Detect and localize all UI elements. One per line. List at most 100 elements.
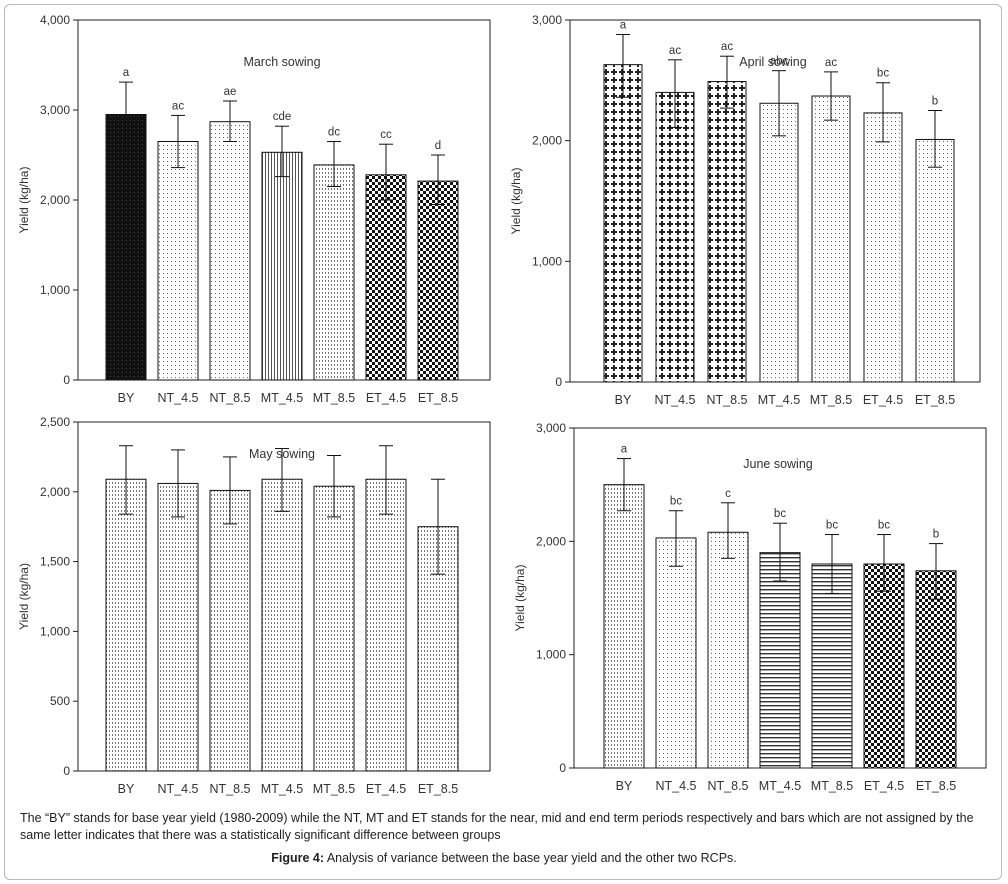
y-tick-label: 0: [559, 761, 566, 775]
significance-letter: cc: [380, 129, 392, 141]
x-tick-label: NT_4.5: [655, 393, 696, 407]
chart-title: March sowing: [243, 55, 320, 69]
caption-text: Analysis of variance between the base ye…: [324, 851, 737, 865]
x-tick-label: NT_8.5: [210, 391, 251, 405]
x-tick-label: NT_8.5: [707, 393, 748, 407]
bar: [915, 138, 955, 383]
y-tick-label: 3,000: [40, 103, 70, 117]
x-tick-label: MT_8.5: [810, 393, 852, 407]
bar: [915, 570, 957, 769]
bar: [863, 563, 905, 769]
y-tick-label: 3,000: [532, 13, 562, 27]
significance-letter: cde: [273, 111, 292, 123]
x-tick-label: BY: [118, 782, 135, 796]
x-tick-label: ET_8.5: [418, 391, 458, 405]
significance-letter: bc: [774, 508, 786, 520]
significance-letter: bc: [670, 496, 682, 508]
figure-frame: [4, 4, 1002, 880]
y-tick-label: 0: [555, 375, 562, 389]
bar: [365, 174, 407, 381]
y-tick-label: 0: [63, 764, 70, 778]
x-tick-label: NT_8.5: [210, 782, 251, 796]
x-tick-label: MT_4.5: [261, 391, 303, 405]
chart-april-sowing: 0 1,000 2,000 3,000 Yield (kg/ha) April sowin…: [509, 13, 981, 407]
significance-letter: a: [620, 19, 627, 31]
chart-title: April sowing: [739, 55, 806, 69]
bar: [603, 484, 645, 769]
x-tick-label: ET_8.5: [916, 779, 956, 793]
bar: [707, 531, 749, 769]
x-tick-label: MT_8.5: [313, 391, 355, 405]
y-axis-label: Yield (kg/ha): [513, 565, 527, 632]
caption-label: Figure 4:: [271, 851, 325, 865]
x-tick-label: NT_4.5: [656, 779, 697, 793]
x-tick-label: BY: [615, 393, 632, 407]
y-axis-label: Yield (kg/ha): [17, 167, 31, 234]
y-tick-label: 2,000: [40, 193, 70, 207]
y-tick-label: 4,000: [40, 13, 70, 27]
chart-title: June sowing: [743, 457, 813, 471]
chart-june-sowing: 0 1,000 2,000 3,000 Yield (kg/ha) June sowing…: [513, 421, 987, 793]
bar: [313, 164, 355, 381]
x-tick-label: MT_8.5: [811, 779, 853, 793]
x-tick-label: MT_4.5: [759, 779, 801, 793]
bar: [209, 121, 251, 381]
y-tick-label: 3,000: [536, 421, 566, 435]
significance-letter: b: [932, 96, 938, 108]
x-tick-label: ET_4.5: [864, 779, 904, 793]
x-tick-label: ET_4.5: [366, 782, 406, 796]
bar: [105, 478, 147, 772]
bar: [603, 64, 643, 383]
significance-letter: ac: [669, 45, 681, 57]
significance-letter: bc: [877, 68, 889, 80]
bar: [759, 102, 799, 383]
significance-letter: ac: [172, 100, 184, 112]
bar: [261, 151, 303, 381]
x-tick-label: NT_8.5: [708, 779, 749, 793]
y-axis-label: Yield (kg/ha): [509, 168, 523, 235]
y-tick-label: 2,500: [40, 415, 70, 429]
bar: [759, 552, 801, 769]
y-tick-label: 2,000: [40, 485, 70, 499]
bar: [157, 141, 199, 381]
x-tick-label: ET_8.5: [418, 782, 458, 796]
significance-letter: a: [123, 67, 130, 79]
bar: [811, 95, 851, 383]
significance-letter: a: [621, 444, 628, 456]
significance-letter: ac: [825, 57, 837, 69]
significance-letter: abc: [770, 56, 789, 68]
bar: [313, 485, 355, 772]
y-tick-label: 1,000: [40, 283, 70, 297]
y-tick-label: 1,500: [40, 555, 70, 569]
bar: [105, 114, 147, 381]
x-tick-label: ET_4.5: [366, 391, 406, 405]
x-tick-label: MT_8.5: [313, 782, 355, 796]
y-tick-label: 1,000: [532, 254, 562, 268]
y-tick-label: 1,000: [536, 648, 566, 662]
y-tick-label: 0: [63, 373, 70, 387]
y-tick-label: 2,000: [536, 534, 566, 548]
x-tick-label: NT_4.5: [158, 391, 199, 405]
bar: [209, 489, 251, 772]
bar: [157, 482, 199, 772]
bar: [261, 478, 303, 772]
significance-letter: ac: [721, 41, 733, 53]
bar: [655, 537, 697, 769]
x-tick-label: BY: [616, 779, 633, 793]
significance-letter: bc: [826, 520, 838, 532]
y-tick-label: 500: [50, 694, 70, 708]
x-tick-label: MT_4.5: [758, 393, 800, 407]
bar: [811, 563, 853, 769]
significance-letter: b: [933, 529, 939, 541]
chart-march-sowing: 0 1,000 2,000 3,000 4,000 Yield (kg/ha) March …: [17, 13, 491, 405]
x-tick-label: BY: [118, 391, 135, 405]
y-tick-label: 1,000: [40, 624, 70, 638]
significance-letter: ae: [224, 86, 237, 98]
significance-letter: c: [725, 488, 731, 500]
x-tick-label: NT_4.5: [158, 782, 199, 796]
figure-caption: Figure 4: Analysis of variance between t…: [0, 851, 1008, 865]
significance-letter: bc: [878, 520, 890, 532]
x-tick-label: ET_4.5: [863, 393, 903, 407]
y-tick-label: 2,000: [532, 134, 562, 148]
